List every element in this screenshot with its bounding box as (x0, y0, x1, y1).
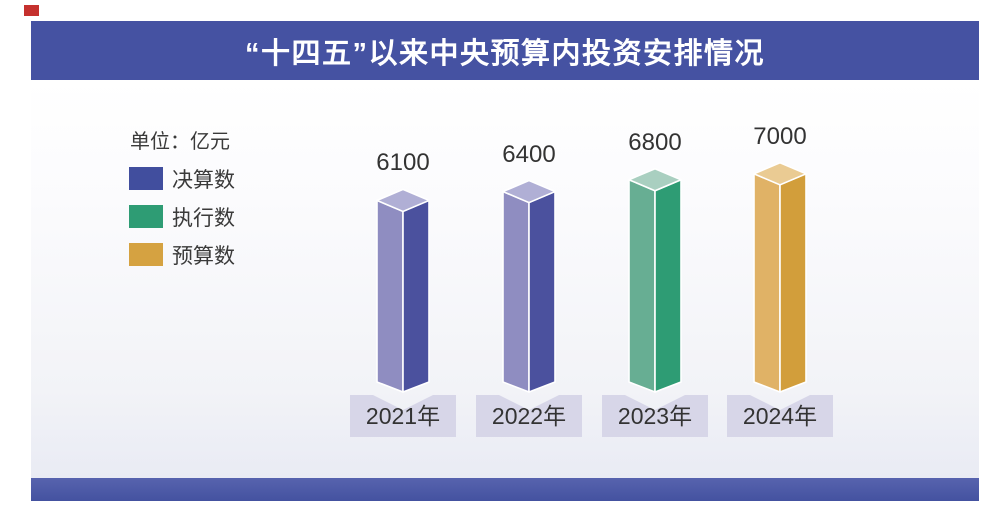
red-corner-mark (24, 5, 39, 16)
bar-right-face (402, 199, 430, 393)
bar-left-face (753, 173, 781, 393)
legend-label: 预算数 (172, 244, 235, 268)
page-title: “十四五”以来中央预算内投资安排情况 (244, 37, 765, 70)
bar-2021年-决算数 (376, 188, 430, 393)
bar-2022年-决算数 (502, 179, 556, 393)
bar-right-face (528, 190, 556, 393)
legend-item-yusuanshu: 预算数 (129, 243, 235, 268)
legend-item-zhixingshu: 执行数 (129, 205, 235, 230)
title-bar: “十四五”以来中央预算内投资安排情况 (31, 21, 979, 80)
legend-label: 执行数 (172, 206, 235, 230)
legend: 决算数 执行数 预算数 (129, 167, 235, 281)
bar-value-label-6800: 6800 (628, 128, 682, 156)
bar-value-label-7000: 7000 (753, 122, 807, 150)
bar-top-face (502, 179, 556, 204)
legend-swatch-gold (129, 243, 163, 266)
legend-item-juesuanshu: 决算数 (129, 167, 235, 192)
bar-left-face (502, 190, 530, 393)
unit-label: 单位：亿元 (130, 131, 230, 153)
bar-right-face (654, 178, 682, 393)
bar-top-face (753, 162, 807, 186)
bar-top-face (376, 188, 430, 213)
footer-bar (31, 478, 979, 501)
bar-top-face (628, 167, 682, 192)
legend-swatch-blue (129, 167, 163, 190)
bar-2024年-预算数 (753, 162, 807, 393)
category-label-2021年: 2021年 (350, 395, 456, 437)
legend-label: 决算数 (172, 168, 235, 192)
bar-left-face (376, 199, 404, 393)
bar-left-face (628, 178, 656, 393)
bar-value-label-6400: 6400 (502, 140, 556, 168)
bar-2023年-执行数 (628, 167, 682, 393)
bar-right-face (779, 173, 807, 393)
legend-swatch-green (129, 205, 163, 228)
bar-value-label-6100: 6100 (376, 149, 430, 177)
